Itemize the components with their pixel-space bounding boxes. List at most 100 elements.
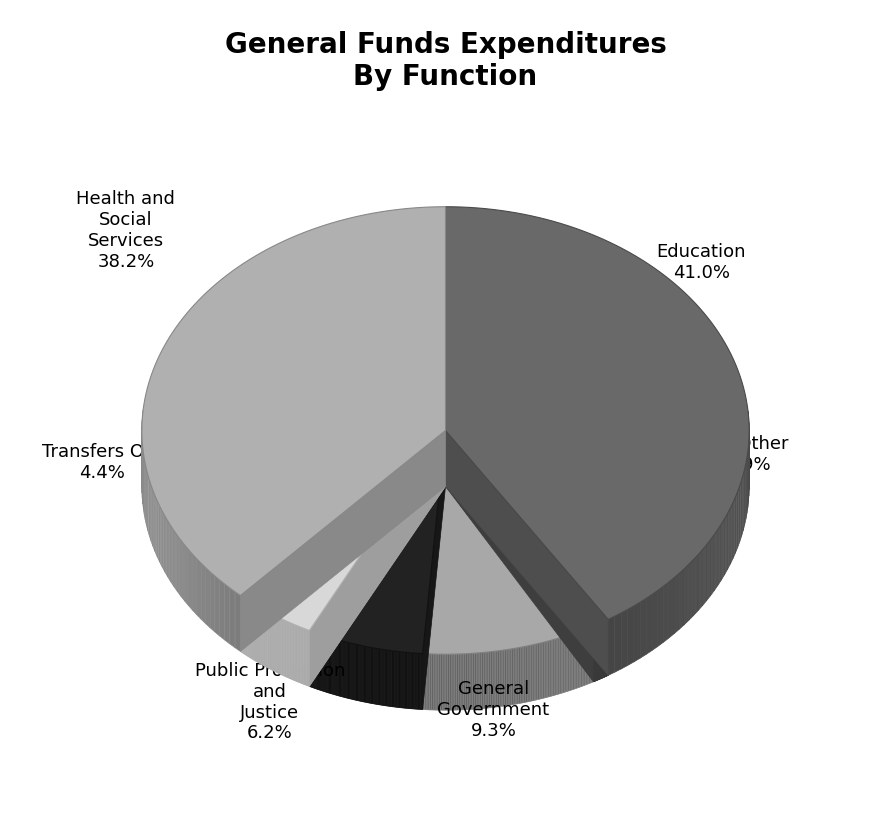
Polygon shape: [418, 654, 419, 709]
Polygon shape: [533, 645, 535, 701]
Polygon shape: [353, 643, 354, 700]
Polygon shape: [372, 648, 373, 704]
Polygon shape: [446, 430, 609, 676]
Polygon shape: [491, 651, 493, 707]
Polygon shape: [322, 635, 323, 691]
Polygon shape: [526, 646, 527, 702]
Text: All Other
0.9%: All Other 0.9%: [709, 435, 789, 474]
Polygon shape: [241, 430, 446, 651]
Polygon shape: [342, 641, 343, 697]
Polygon shape: [387, 650, 388, 706]
Polygon shape: [377, 649, 378, 705]
Polygon shape: [576, 632, 577, 689]
Polygon shape: [724, 514, 727, 575]
Polygon shape: [575, 633, 576, 689]
Polygon shape: [541, 642, 543, 699]
Polygon shape: [475, 653, 477, 709]
Polygon shape: [320, 634, 322, 690]
Polygon shape: [393, 651, 394, 707]
Text: General Funds Expenditures
By Function: General Funds Expenditures By Function: [225, 31, 666, 91]
Polygon shape: [422, 654, 424, 710]
Polygon shape: [496, 651, 497, 707]
Polygon shape: [168, 521, 171, 582]
Polygon shape: [589, 627, 591, 684]
Polygon shape: [511, 649, 513, 705]
Polygon shape: [241, 430, 446, 651]
Polygon shape: [365, 646, 366, 702]
Polygon shape: [220, 580, 225, 640]
Text: Health and
Social
Services
38.2%: Health and Social Services 38.2%: [77, 190, 176, 271]
Polygon shape: [337, 639, 338, 696]
Polygon shape: [413, 653, 414, 709]
Polygon shape: [591, 627, 592, 683]
Polygon shape: [309, 430, 446, 654]
Polygon shape: [698, 550, 702, 611]
Polygon shape: [444, 654, 446, 711]
Polygon shape: [421, 654, 422, 710]
Polygon shape: [438, 654, 440, 710]
Polygon shape: [364, 646, 365, 702]
Polygon shape: [309, 430, 446, 686]
Polygon shape: [404, 652, 405, 708]
Polygon shape: [314, 632, 315, 689]
Polygon shape: [487, 652, 489, 708]
Polygon shape: [359, 645, 361, 701]
Polygon shape: [339, 640, 340, 696]
Polygon shape: [329, 637, 330, 693]
Polygon shape: [424, 654, 426, 710]
Polygon shape: [565, 636, 566, 692]
Polygon shape: [331, 637, 332, 694]
Polygon shape: [579, 631, 581, 687]
Polygon shape: [146, 469, 148, 531]
Polygon shape: [315, 633, 317, 689]
Polygon shape: [309, 630, 310, 687]
Polygon shape: [433, 654, 435, 710]
Polygon shape: [386, 650, 387, 706]
Polygon shape: [621, 610, 627, 669]
Polygon shape: [417, 653, 418, 709]
Polygon shape: [546, 641, 548, 698]
Polygon shape: [373, 648, 374, 704]
Polygon shape: [568, 635, 569, 691]
Polygon shape: [437, 654, 438, 710]
Polygon shape: [451, 654, 453, 710]
Polygon shape: [411, 653, 412, 709]
Polygon shape: [537, 643, 539, 700]
Polygon shape: [374, 648, 375, 704]
Polygon shape: [400, 652, 401, 708]
Polygon shape: [462, 654, 464, 710]
Polygon shape: [508, 649, 510, 706]
Polygon shape: [351, 643, 353, 699]
Text: Transfers Out
4.4%: Transfers Out 4.4%: [42, 443, 162, 482]
Polygon shape: [702, 545, 707, 606]
Polygon shape: [442, 654, 444, 711]
Polygon shape: [504, 650, 506, 706]
Polygon shape: [350, 643, 351, 699]
Polygon shape: [366, 646, 367, 702]
Polygon shape: [527, 646, 529, 702]
Polygon shape: [585, 628, 587, 685]
Polygon shape: [745, 463, 746, 525]
Polygon shape: [689, 559, 693, 620]
Polygon shape: [318, 633, 319, 690]
Polygon shape: [431, 654, 433, 710]
Polygon shape: [449, 654, 451, 710]
Polygon shape: [515, 648, 517, 704]
Polygon shape: [325, 636, 327, 693]
Polygon shape: [397, 651, 399, 707]
Polygon shape: [457, 654, 459, 710]
Polygon shape: [482, 653, 484, 709]
Text: Public Protection
and
Justice
6.2%: Public Protection and Justice 6.2%: [194, 662, 345, 742]
Polygon shape: [428, 654, 429, 710]
Polygon shape: [319, 634, 320, 690]
Polygon shape: [731, 502, 733, 564]
Polygon shape: [513, 648, 515, 705]
Polygon shape: [323, 635, 324, 692]
Polygon shape: [679, 569, 684, 629]
Polygon shape: [174, 531, 177, 592]
Polygon shape: [566, 635, 568, 692]
Polygon shape: [581, 630, 583, 687]
Polygon shape: [497, 650, 499, 706]
Polygon shape: [741, 475, 743, 537]
Polygon shape: [746, 458, 747, 519]
